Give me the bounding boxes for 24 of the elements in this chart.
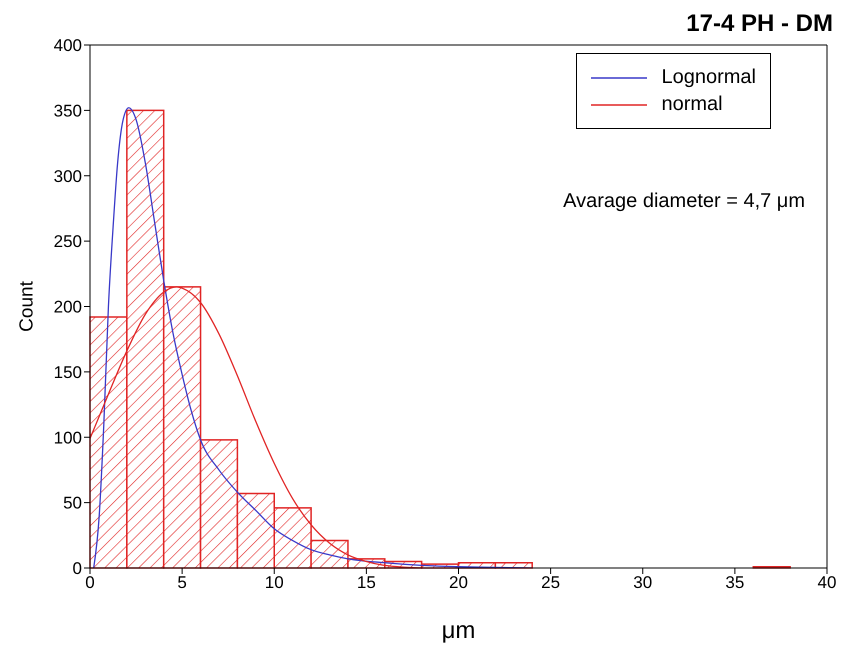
x-tick-label: 10 xyxy=(264,573,284,592)
legend-label: Lognormal xyxy=(661,66,756,89)
x-tick-label: 30 xyxy=(633,573,652,592)
y-axis-title: Count xyxy=(16,280,38,332)
y-tick-label: 200 xyxy=(54,298,82,317)
y-tick-label: 150 xyxy=(54,362,82,382)
annotation: Avarage diameter = 4,7 μm xyxy=(563,190,805,213)
x-tick-label: 35 xyxy=(725,573,744,592)
y-tick-label: 250 xyxy=(54,232,82,252)
chart-title: 17-4 PH - DM xyxy=(686,10,833,38)
x-tick-label: 5 xyxy=(177,573,187,592)
y-tick-label: 0 xyxy=(72,559,82,578)
x-tick-label: 25 xyxy=(541,573,560,592)
y-tick-label: 400 xyxy=(54,36,82,56)
x-tick-label: 0 xyxy=(85,573,95,592)
x-axis-title: μm xyxy=(442,617,476,644)
x-tick-label: 40 xyxy=(818,573,836,592)
legend-label: normal xyxy=(661,93,723,116)
x-tick-label: 15 xyxy=(356,573,376,592)
y-tick-label: 100 xyxy=(54,428,82,448)
x-tick-label: 20 xyxy=(449,573,468,592)
y-tick-label: 300 xyxy=(54,166,82,186)
y-tick-label: 350 xyxy=(54,101,82,120)
y-tick-label: 50 xyxy=(63,494,82,513)
